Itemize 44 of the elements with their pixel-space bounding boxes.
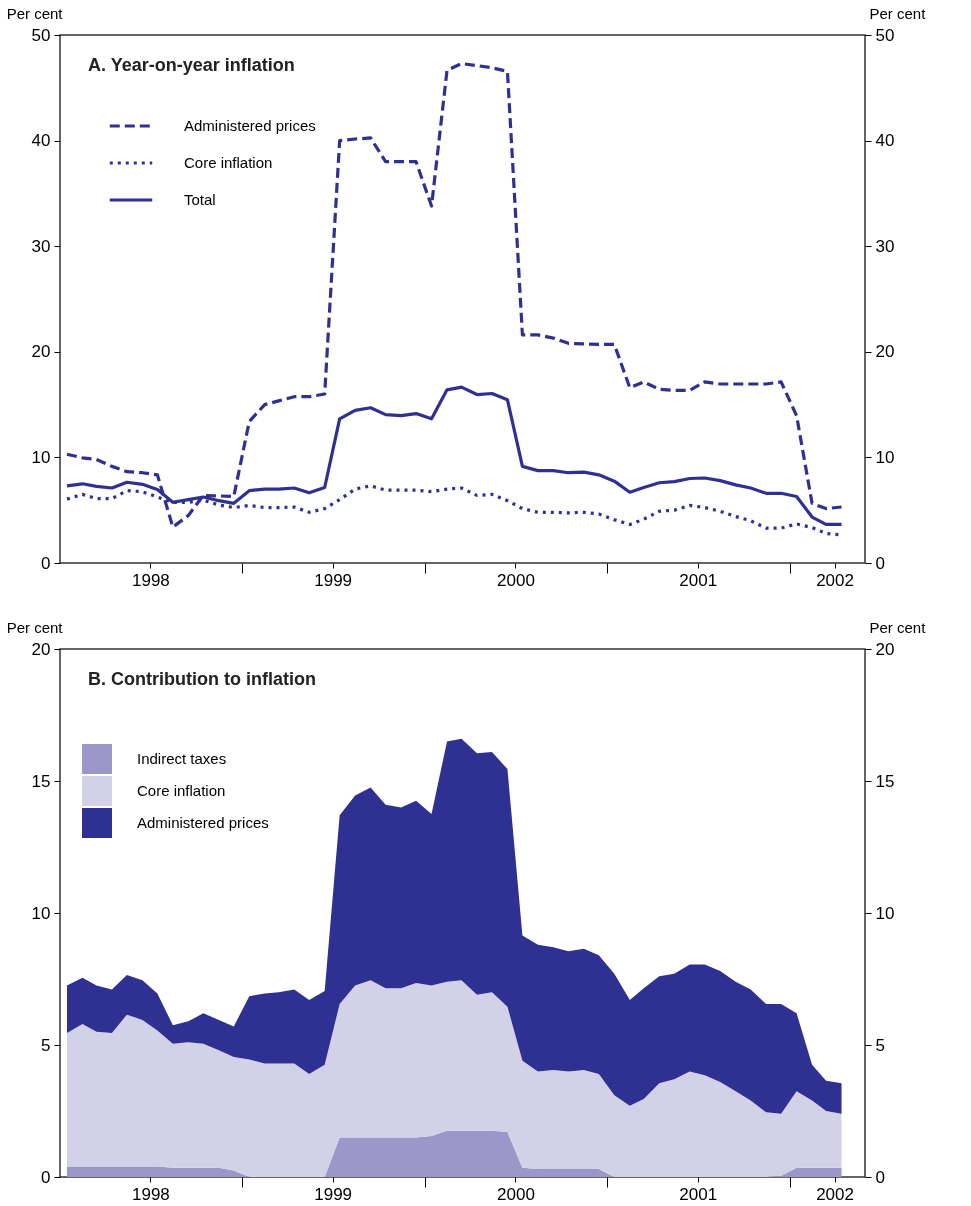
text: B. Contribution to inflation xyxy=(88,669,316,689)
y2-tick-label: 10 xyxy=(875,447,895,467)
y2-axis-title: Per cent xyxy=(869,618,927,636)
y2-tick-label: 40 xyxy=(875,131,895,151)
y-tick-label: 5 xyxy=(41,1035,51,1055)
y-tick-label: 20 xyxy=(31,342,51,362)
y-tick-label: 20 xyxy=(31,639,51,659)
text: A. Year-on-year inflation xyxy=(88,55,295,75)
y2-tick-label: 0 xyxy=(875,1167,885,1187)
legend-label: Administered prices xyxy=(184,117,316,134)
x-tick-label: 2000 xyxy=(497,1184,535,1204)
y2-tick-label: 0 xyxy=(875,553,885,573)
y2-tick-label: 50 xyxy=(875,25,895,45)
x-tick-label: 2002 xyxy=(816,570,854,590)
y2-tick-label: 30 xyxy=(875,236,895,256)
legend-label: Total xyxy=(184,191,216,208)
y2-tick-label: 5 xyxy=(875,1035,885,1055)
x-tick-label: 2001 xyxy=(679,570,718,590)
x-tick-label: 1999 xyxy=(314,570,353,590)
y2-tick-label: 20 xyxy=(875,639,895,659)
y-tick-label: 0 xyxy=(41,1167,51,1187)
y-tick-label: 40 xyxy=(31,131,51,151)
x-tick-label: 2001 xyxy=(679,1184,718,1204)
y-tick-label: 15 xyxy=(31,771,51,791)
y-tick-label: 10 xyxy=(31,903,51,923)
x-tick-label: 1999 xyxy=(314,1184,353,1204)
y2-tick-label: 10 xyxy=(875,903,895,923)
legend-label: Indirect taxes xyxy=(137,750,227,767)
y-tick-label: 30 xyxy=(31,236,51,256)
y2-tick-label: 15 xyxy=(875,771,895,791)
y-tick-label: 0 xyxy=(41,553,51,573)
x-tick-label: 1998 xyxy=(131,570,170,590)
y-axis-title: Per cent xyxy=(6,618,64,636)
legend-label: Administered prices xyxy=(137,814,269,831)
legend-label: Core inflation xyxy=(184,154,273,171)
y2-axis-title: Per cent xyxy=(869,4,927,22)
y-tick-label: 50 xyxy=(31,25,51,45)
y2-tick-label: 20 xyxy=(875,342,895,362)
x-tick-label: 2000 xyxy=(497,570,535,590)
x-tick-label: 1998 xyxy=(131,1184,170,1204)
legend-label: Core inflation xyxy=(137,782,226,799)
y-axis-title: Per cent xyxy=(6,4,64,22)
x-tick-label: 2002 xyxy=(816,1184,854,1204)
y-tick-label: 10 xyxy=(31,447,51,467)
